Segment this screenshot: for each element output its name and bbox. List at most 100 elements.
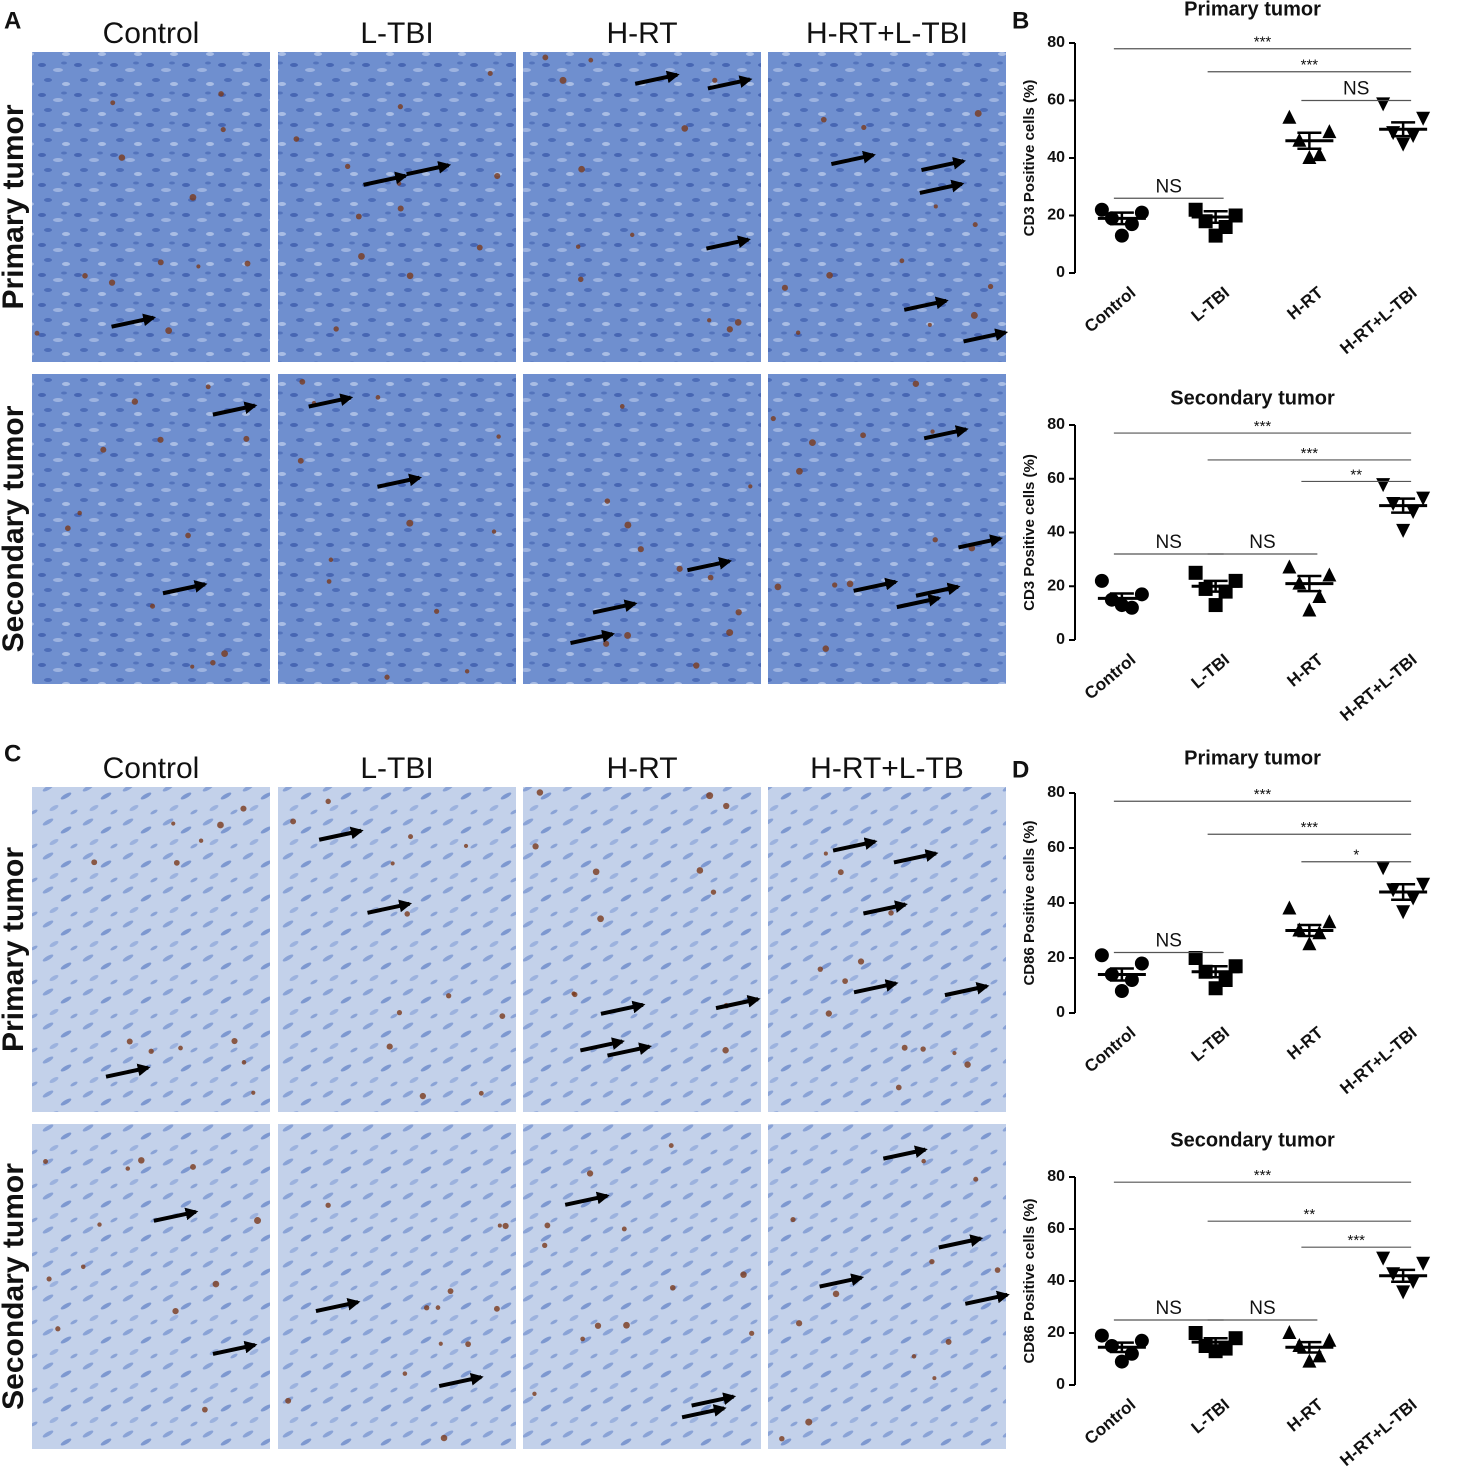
significance-label: NS [1249, 532, 1275, 553]
stained-cell [578, 165, 585, 173]
data-point [1282, 109, 1297, 124]
stained-cell [929, 1258, 935, 1265]
data-point [1396, 523, 1411, 538]
stained-cell [165, 327, 173, 334]
arrow [634, 70, 680, 86]
x-tick-label: H-RT+L-TBI [1336, 650, 1420, 725]
stained-cell [46, 1276, 52, 1282]
chart-title: Secondary tumor [1170, 1129, 1335, 1151]
stained-cell [770, 415, 776, 422]
stained-cell [952, 1051, 957, 1056]
stained-cell [478, 1090, 484, 1096]
stained-cell [817, 966, 823, 972]
stained-cell [423, 1305, 430, 1311]
micrograph [768, 787, 1006, 1112]
significance-label: NS [1249, 1298, 1275, 1319]
stained-cell [290, 818, 297, 825]
stained-cell [809, 439, 816, 447]
stained-cell [358, 252, 365, 260]
stained-cell [297, 457, 304, 464]
data-point [1114, 984, 1129, 998]
stained-cell [578, 276, 584, 283]
data-point [1188, 202, 1203, 217]
stained-cell [722, 1047, 729, 1054]
stained-cell [299, 378, 306, 385]
significance-label: *** [1254, 1167, 1272, 1184]
stained-cell [857, 958, 865, 965]
x-tick-label: Control [1081, 283, 1140, 336]
stained-cell [108, 279, 116, 286]
arrow [681, 1404, 727, 1420]
stained-cell [243, 435, 250, 442]
x-tick-label: H-RT+L-TBI [1336, 1023, 1420, 1098]
micrograph [278, 1124, 516, 1449]
stained-cell [734, 319, 742, 326]
stained-cell [974, 109, 982, 117]
data-point [1228, 573, 1243, 588]
y-tick-label: 60 [1047, 470, 1065, 487]
stained-cell [463, 843, 469, 849]
chart-title: Primary tumor [1184, 0, 1321, 20]
stained-cell [34, 330, 40, 336]
stained-cell [328, 557, 334, 563]
column-label: H-RT [606, 17, 677, 50]
panel-letter: A [4, 7, 21, 34]
significance-label: *** [1254, 786, 1272, 803]
stained-cell [82, 273, 88, 279]
stained-cell [190, 1164, 196, 1170]
stained-cell [580, 1336, 585, 1342]
data-point [1312, 1348, 1327, 1363]
significance-label: NS [1156, 1298, 1182, 1319]
panel-letter: D [1012, 756, 1029, 783]
data-point [1416, 877, 1431, 892]
row-label: Primary tumor [0, 104, 30, 309]
stained-cell [333, 326, 339, 332]
stained-cell [619, 404, 625, 409]
stained-cell [397, 104, 403, 110]
arrow [958, 534, 1003, 550]
stained-cell [218, 91, 224, 97]
stained-cell [440, 1434, 448, 1442]
column-label: Control [103, 752, 200, 785]
y-tick-label: 0 [1056, 1376, 1065, 1393]
data-point [1396, 905, 1411, 920]
stained-cell [542, 1242, 548, 1249]
stained-cell [221, 650, 228, 657]
stained-cell [241, 1060, 247, 1065]
arrow [882, 1145, 928, 1161]
data-point [1416, 1256, 1431, 1271]
stained-cell [748, 484, 753, 489]
arrow [308, 393, 354, 409]
stained-cell [217, 821, 224, 829]
x-tick-label: Control [1081, 650, 1140, 703]
arrow [915, 582, 961, 598]
arrow [318, 826, 364, 842]
stained-cell [621, 1226, 627, 1232]
stained-cell [861, 124, 867, 131]
stained-cell [542, 54, 549, 61]
y-tick-label: 80 [1047, 784, 1065, 801]
stained-cell [895, 1084, 902, 1091]
data-point [1114, 598, 1129, 613]
stained-cell [244, 260, 251, 267]
arrow [564, 1191, 610, 1207]
stained-cell [494, 172, 501, 180]
stained-cell [435, 1305, 441, 1310]
stained-cell [774, 583, 782, 591]
stained-cell [901, 1044, 908, 1051]
y-tick-label: 20 [1047, 207, 1065, 224]
arrow [315, 1297, 361, 1314]
stained-cell [487, 70, 493, 77]
stained-cell [920, 1046, 926, 1052]
micrograph [523, 1124, 761, 1449]
stained-cell [157, 259, 164, 266]
stained-cell [668, 1143, 674, 1149]
stained-cell [185, 532, 191, 539]
data-point [1124, 1346, 1139, 1361]
significance-label: *** [1254, 418, 1272, 435]
column-label: H-RT+L-TB [810, 752, 964, 785]
arrow [964, 1290, 1010, 1306]
micrograph [278, 787, 516, 1112]
data-point [1208, 981, 1223, 996]
